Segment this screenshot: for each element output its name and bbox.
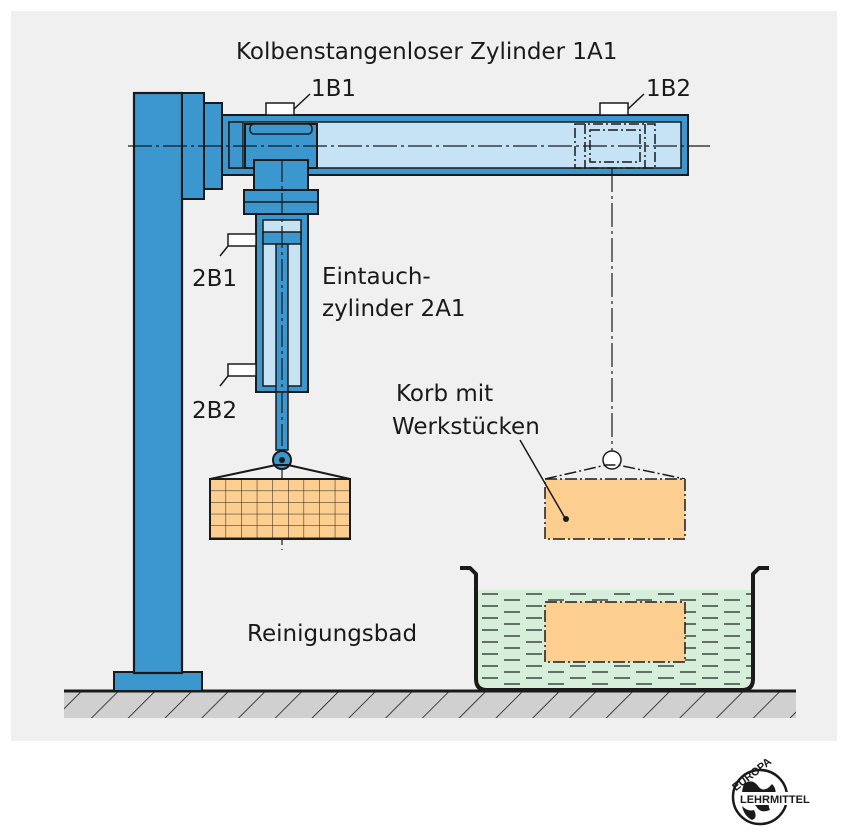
publisher-logo: EUROPA LEHRMITTEL: [730, 756, 830, 826]
support-column: [132, 91, 184, 675]
basket-ghost-position: [519, 168, 686, 540]
ground-floor: [64, 689, 796, 718]
rodless-cylinder-label: Kolbenstangenloser Zylinder 1A1: [236, 39, 617, 65]
cleaning-bath: [460, 566, 769, 692]
cleaning-bath-label: Reinigungsbad: [247, 621, 417, 647]
sensor-1b1-label: 1B1: [311, 76, 356, 102]
sensor-1b1: [265, 102, 295, 116]
sensor-1b2-label: 1B2: [646, 76, 691, 102]
logo-text-bottom: LEHRMITTEL: [740, 794, 810, 806]
column-base: [113, 671, 203, 692]
dip-cylinder-2a1: [243, 159, 319, 550]
basket-label-line2: Werkstücken: [392, 414, 540, 440]
sensor-2b1: [227, 233, 257, 247]
sensor-2b2: [227, 363, 257, 377]
sensor-2b2-label: 2B2: [192, 398, 237, 424]
dip-cylinder-label-line1: Eintauch-: [322, 264, 431, 290]
basket-label-line1: Korb mit: [396, 381, 493, 407]
sensor-1b2: [599, 102, 629, 116]
basket-left: [209, 450, 351, 540]
dip-cylinder-label-line2: zylinder 2A1: [322, 296, 466, 322]
sensor-2b1-label: 2B1: [192, 266, 237, 292]
